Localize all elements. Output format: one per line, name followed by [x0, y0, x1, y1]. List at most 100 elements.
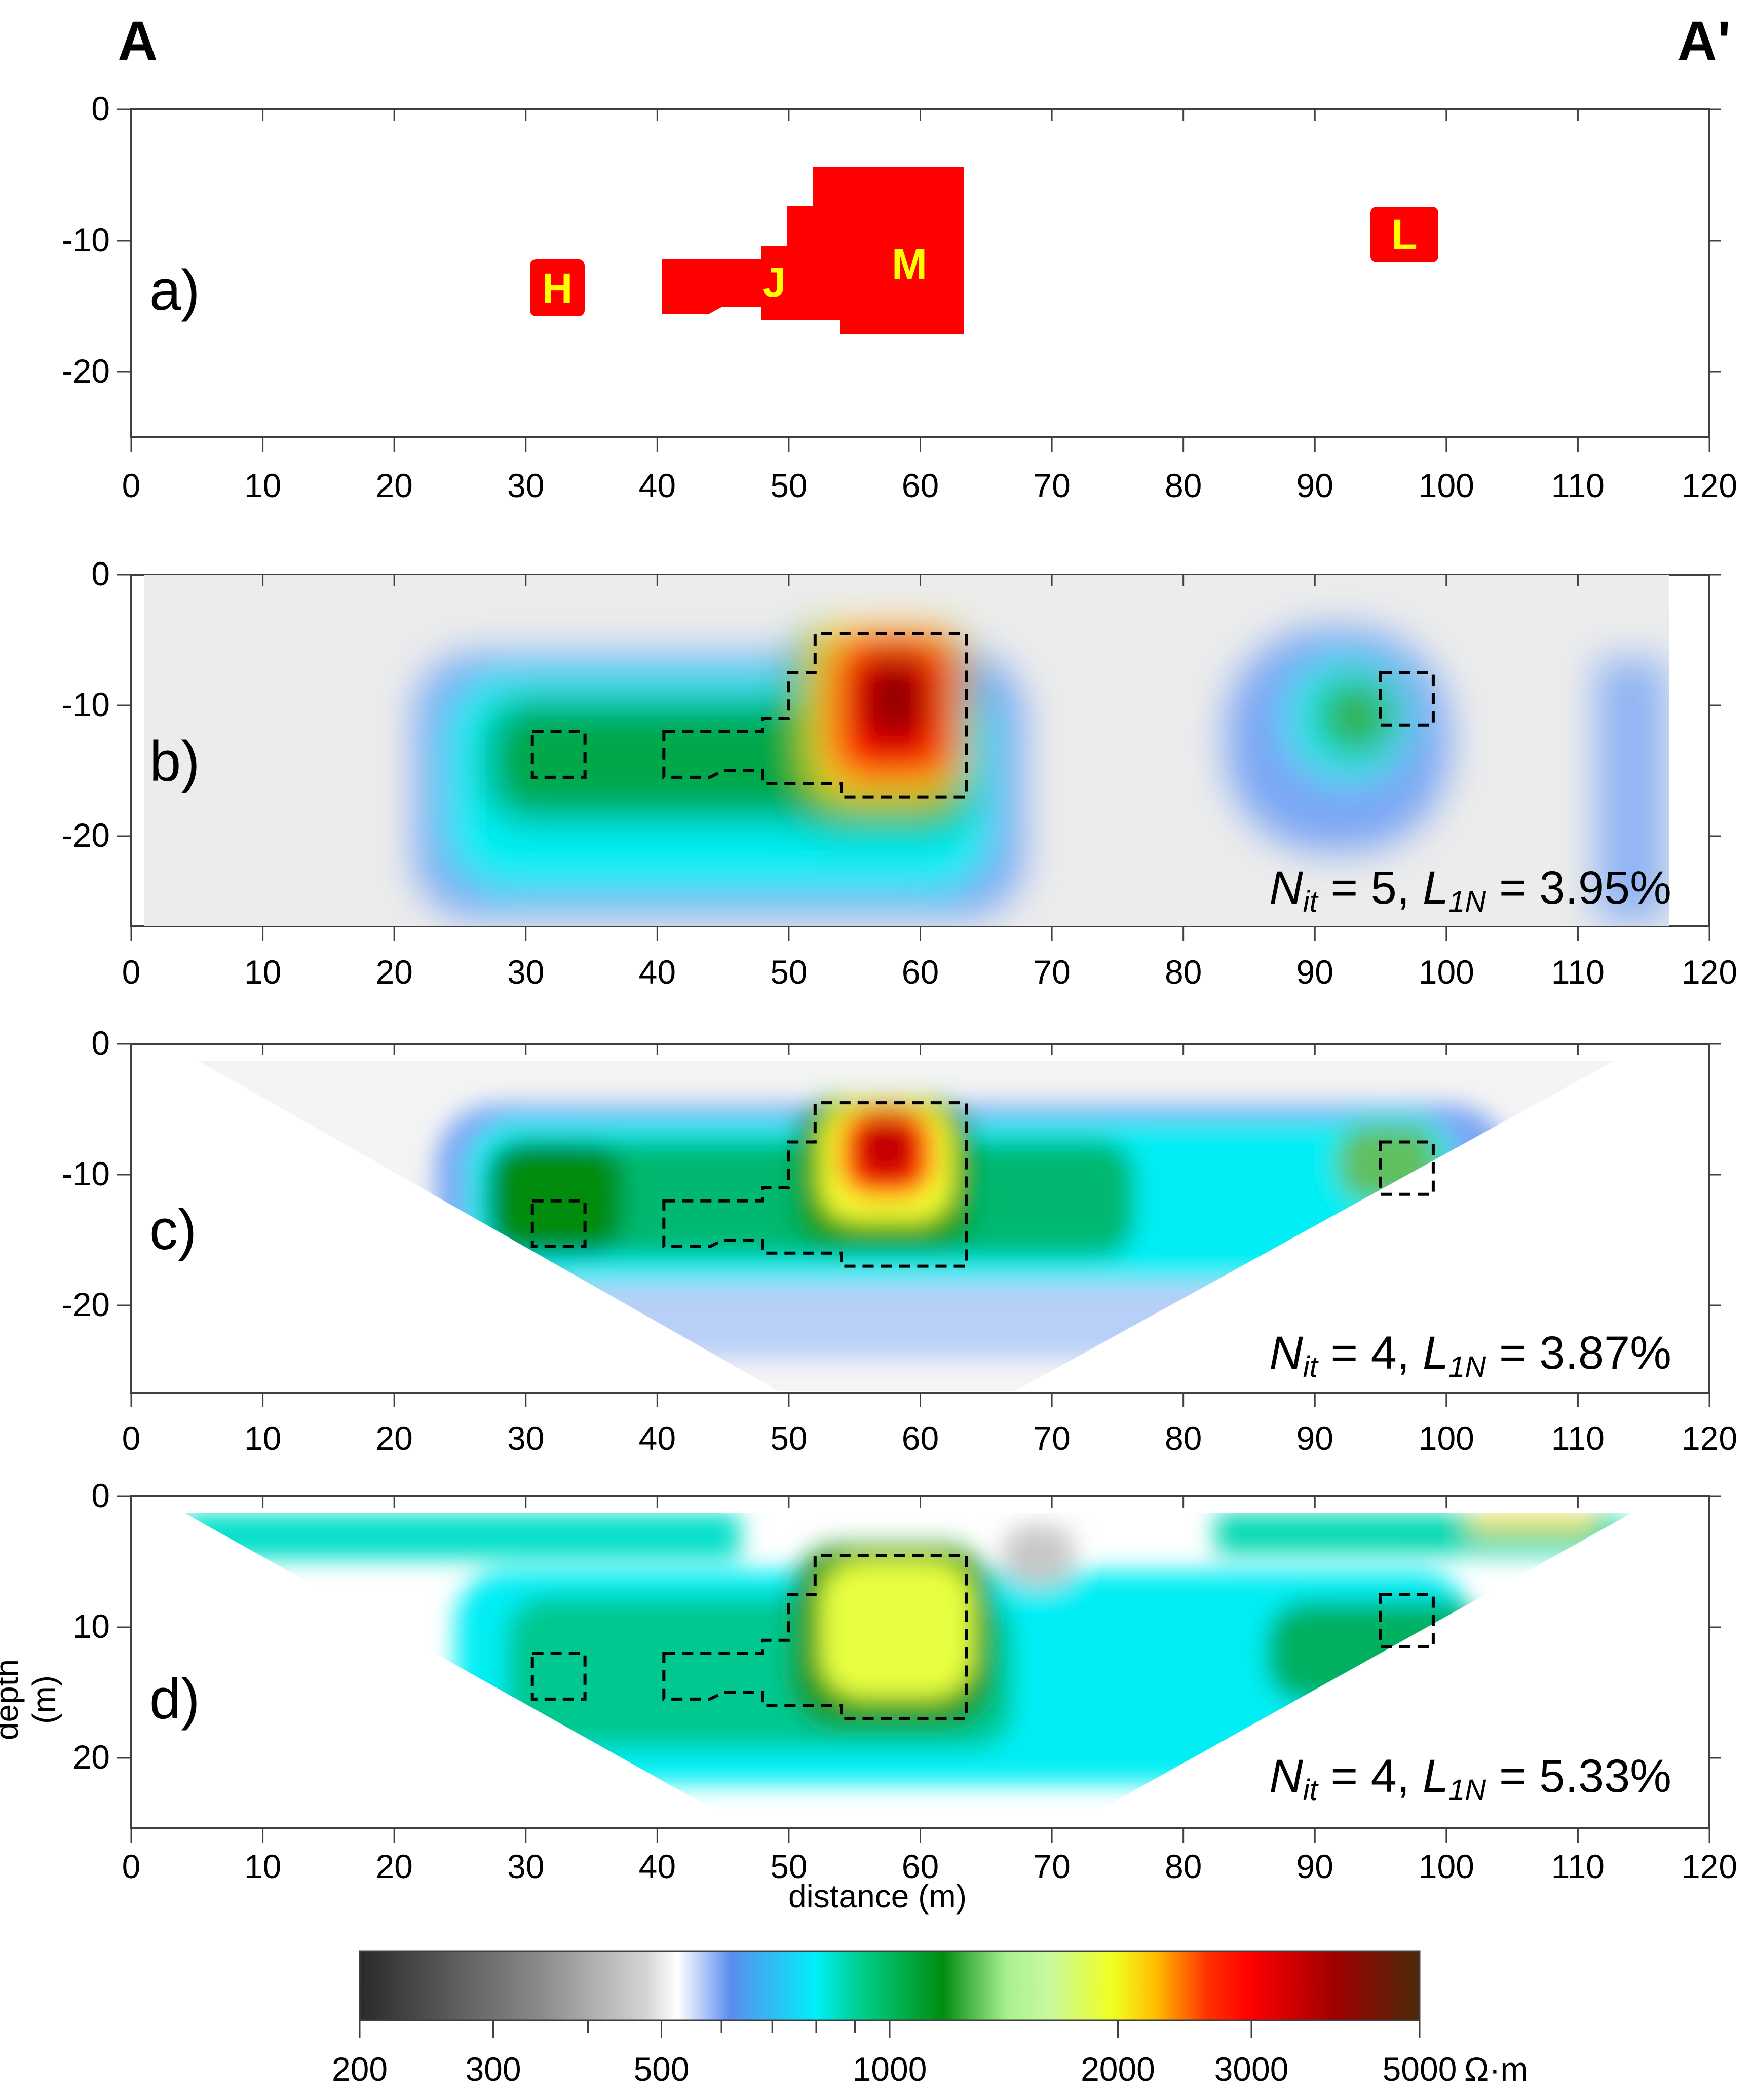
x-tick-label: 100	[1418, 1419, 1474, 1457]
x-tick-label: 50	[770, 1848, 808, 1885]
corner-label-left: A	[118, 10, 158, 72]
x-tick-label: 40	[638, 1848, 676, 1885]
stats-d: Nit = 4, L1N = 5.33%	[1269, 1750, 1671, 1807]
y-tick-label: -10	[61, 686, 110, 723]
x-tick-label: 20	[375, 1419, 413, 1457]
stat-l-symbol: L	[1422, 862, 1449, 914]
colorbar-bar	[359, 1950, 1421, 2021]
colorbar-tick-label: 200	[331, 2050, 388, 2088]
model-bodies	[530, 167, 1438, 334]
stat-l-sub: 1N	[1448, 885, 1486, 918]
panel-c	[130, 1043, 1710, 1394]
stats-c: Nit = 4, L1N = 3.87%	[1269, 1327, 1671, 1383]
body-l	[1370, 207, 1438, 262]
panel-c-section	[199, 1061, 1614, 1391]
x-tick-label: 0	[122, 467, 141, 504]
x-tick-label: 50	[770, 953, 808, 991]
label-m: M	[892, 240, 927, 288]
label-h: H	[542, 265, 573, 312]
stat-n-sub: it	[1303, 885, 1318, 918]
body-outline-h	[530, 730, 587, 779]
panel-a: H J M L	[130, 108, 1710, 438]
panel-letter-d: d)	[149, 1667, 200, 1731]
x-tick-label: 20	[375, 467, 413, 504]
stat-n-value: 5	[1370, 862, 1397, 914]
x-tick-label: 90	[1296, 953, 1333, 991]
y-tick-label: 0	[91, 1024, 110, 1062]
corner-label-right: A'	[1677, 10, 1731, 72]
x-tick-label: 90	[1296, 467, 1333, 504]
x-tick-label: 110	[1551, 1848, 1605, 1885]
stat-n-sub: it	[1303, 1351, 1318, 1383]
stats-b: Nit = 5, L1N = 3.95%	[1269, 862, 1671, 918]
y-tick-label: -20	[61, 1286, 110, 1323]
body-outline-j	[662, 1101, 968, 1268]
body-outline-j	[662, 632, 968, 799]
stat-l-symbol: L	[1422, 1750, 1449, 1802]
x-tick-label: 60	[901, 1848, 939, 1885]
panel-letter-a: a)	[149, 258, 200, 322]
body-outline-l	[1379, 1593, 1435, 1648]
colorbar-tick-label: 2000	[1081, 2050, 1155, 2088]
x-tick-label: 30	[507, 953, 545, 991]
x-tick-label: 0	[122, 953, 141, 991]
x-tick-label: 30	[507, 1848, 545, 1885]
x-tick-label: 60	[901, 953, 939, 991]
axes-layer	[117, 108, 1721, 2038]
x-axis-title: distance (m)	[788, 1878, 967, 1915]
stat-l-value: 3.95%	[1539, 862, 1671, 914]
x-tick-label: 110	[1551, 953, 1605, 991]
outlines-layer	[530, 632, 1435, 1720]
x-tick-label: 60	[901, 467, 939, 504]
x-tick-label: 10	[244, 1419, 282, 1457]
label-j: J	[762, 258, 786, 306]
body-outline-h	[530, 1199, 587, 1248]
y-tick-label: 0	[91, 1477, 110, 1514]
x-tick-label: 50	[770, 1419, 808, 1457]
stat-n-symbol: N	[1269, 1750, 1303, 1802]
x-tick-label: 40	[638, 467, 676, 504]
x-tick-label: 70	[1033, 1848, 1071, 1885]
panel-b-section	[144, 575, 1669, 926]
x-tick-label: 80	[1164, 467, 1202, 504]
y-tick-label: -10	[61, 221, 110, 258]
colorbar	[359, 1950, 1421, 2021]
body-outline-l	[1379, 1140, 1435, 1196]
x-tick-label: 100	[1418, 953, 1474, 991]
label-l: L	[1391, 211, 1417, 258]
x-tick-label: 100	[1418, 467, 1474, 504]
x-tick-label: 120	[1681, 953, 1738, 991]
colorbar-tick-label: 3000	[1214, 2050, 1289, 2088]
x-tick-label: 20	[375, 953, 413, 991]
x-tick-label: 110	[1551, 467, 1605, 504]
body-outline-h	[530, 1652, 587, 1701]
x-tick-label: 80	[1164, 1419, 1202, 1457]
x-tick-label: 40	[638, 1419, 676, 1457]
x-tick-label: 80	[1164, 1848, 1202, 1885]
x-tick-label: 70	[1033, 467, 1071, 504]
x-tick-label: 110	[1551, 1419, 1605, 1457]
colorbar-tick-label: 1000	[852, 2050, 927, 2088]
y-tick-label: -20	[61, 816, 110, 854]
x-tick-label: 30	[507, 1419, 545, 1457]
x-tick-label: 30	[507, 467, 545, 504]
y-axis-title: depth (m)	[0, 1659, 62, 1741]
x-tick-label: 90	[1296, 1848, 1333, 1885]
panel-d	[130, 1495, 1710, 1829]
stat-n-symbol: N	[1269, 1327, 1303, 1379]
x-tick-label: 80	[1164, 953, 1202, 991]
body-h	[530, 259, 585, 316]
y-tick-label: 20	[72, 1738, 110, 1776]
stat-l-sub: 1N	[1448, 1774, 1486, 1807]
body-outline-j	[662, 1554, 968, 1720]
colorbar-tick-label: 5000	[1382, 2050, 1457, 2088]
colorbar-tick-label: 500	[633, 2050, 690, 2088]
colorbar-unit: Ω·m	[1464, 2050, 1529, 2088]
x-tick-label: 70	[1033, 953, 1071, 991]
panel-letter-c: c)	[149, 1198, 197, 1261]
y-tick-label: -20	[61, 352, 110, 390]
x-tick-label: 60	[901, 1419, 939, 1457]
stat-n-value: 4	[1370, 1327, 1397, 1379]
stat-l-value: 5.33%	[1539, 1750, 1671, 1802]
